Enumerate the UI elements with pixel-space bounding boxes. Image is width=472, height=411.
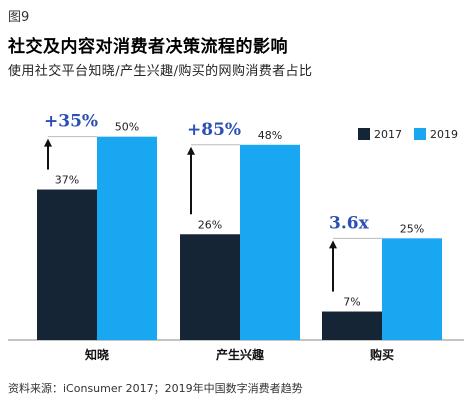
- growth-label-2: 3.6x: [329, 213, 370, 233]
- legend-swatch-2019: [414, 128, 426, 140]
- growth-arrow-head-0: [44, 138, 52, 147]
- source-note: 资料来源：iConsumer 2017；2019年中国数字消费者趋势: [8, 382, 303, 395]
- legend-label-2017: 2017: [374, 128, 402, 141]
- value-label-2017-2: 7%: [343, 296, 360, 309]
- figure-label: 图9: [8, 10, 30, 25]
- bar-2017-2: [322, 311, 382, 340]
- bar-2017-1: [180, 234, 240, 340]
- growth-arrow-head-2: [329, 240, 337, 249]
- bar-2019-0: [97, 136, 157, 340]
- legend-swatch-2017: [358, 128, 370, 140]
- bar-2017-0: [37, 189, 97, 340]
- value-label-2017-1: 26%: [198, 218, 222, 231]
- value-label-2017-0: 37%: [55, 174, 79, 187]
- growth-label-0: +35%: [44, 112, 98, 132]
- category-label-2: 购买: [370, 347, 394, 362]
- bar-2019-2: [382, 238, 442, 340]
- chart-subtitle: 使用社交平台知晓/产生兴趣/购买的网购消费者占比: [8, 64, 313, 79]
- category-label-1: 产生兴趣: [216, 347, 265, 362]
- value-label-2019-2: 25%: [400, 222, 424, 235]
- value-label-2019-1: 48%: [258, 129, 282, 142]
- value-label-2019-0: 50%: [115, 121, 139, 134]
- bar-2019-1: [240, 144, 300, 340]
- growth-arrow-head-1: [187, 146, 195, 155]
- growth-label-1: +85%: [187, 120, 241, 140]
- chart-title: 社交及内容对消费者决策流程的影响: [8, 37, 288, 57]
- legend-label-2019: 2019: [430, 128, 458, 141]
- category-label-0: 知晓: [84, 347, 109, 362]
